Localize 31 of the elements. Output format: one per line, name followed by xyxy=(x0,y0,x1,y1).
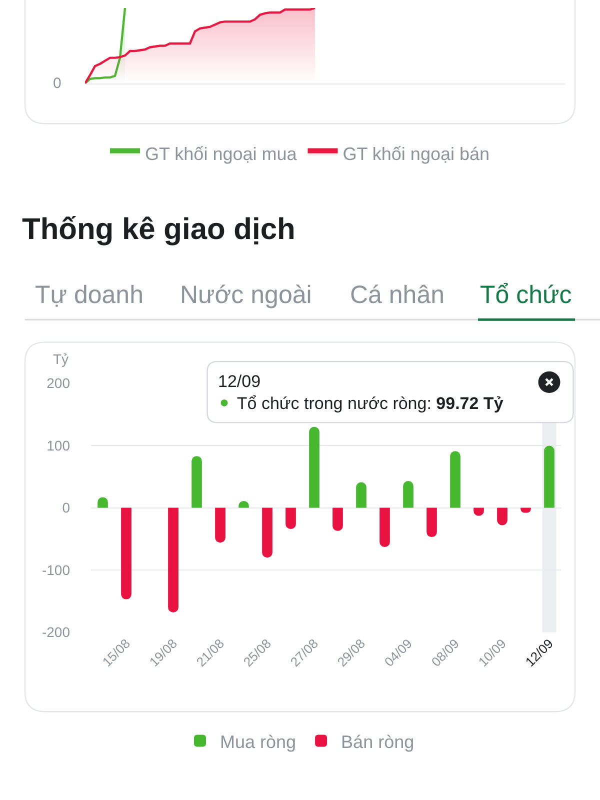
bar xyxy=(332,508,343,531)
bar xyxy=(356,482,366,508)
bar xyxy=(450,451,460,508)
bar xyxy=(286,508,296,529)
legend-label: GT khối ngoại bán xyxy=(342,144,490,164)
bar xyxy=(309,426,320,508)
text: Cá nhân xyxy=(350,281,445,309)
bar xyxy=(215,508,226,543)
y-tick-label: -100 xyxy=(42,562,70,578)
legend-label: Bán ròng xyxy=(341,732,414,752)
bar xyxy=(192,456,202,508)
annotation: 12/09 Tổ chức trong nước ròng: 99.72 Tỷ xyxy=(218,372,504,414)
y-tick-label: 200 xyxy=(46,375,70,392)
legend-label: Mua ròng xyxy=(220,732,296,752)
bar xyxy=(168,508,178,612)
bar xyxy=(121,508,132,600)
bar xyxy=(403,481,414,508)
y-axis-title: Tỷ xyxy=(53,351,69,367)
y-tick-label: 0 xyxy=(62,500,70,516)
chart-title: Thống kê giao dịch xyxy=(22,213,296,246)
legend-label: GT khối ngoại mua xyxy=(145,144,298,164)
text: Tổ chức xyxy=(480,281,572,309)
bar xyxy=(426,508,437,538)
y-tick-label: 100 xyxy=(46,437,70,454)
bar xyxy=(262,508,272,558)
text: Nước ngoài xyxy=(180,281,312,309)
bar xyxy=(380,508,390,547)
text: Tự doanh xyxy=(35,281,144,309)
bar xyxy=(497,508,508,526)
y-tick-label: -200 xyxy=(42,624,70,640)
bar xyxy=(544,446,554,508)
